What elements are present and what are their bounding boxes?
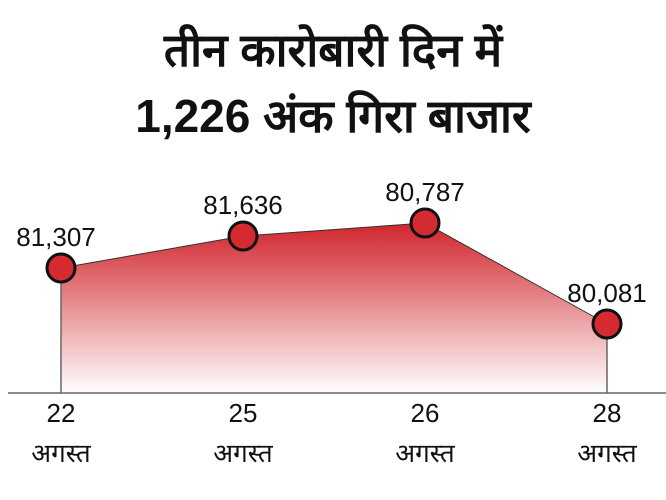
- chart-title-line-2: 1,226 अंक गिरा बाजार: [135, 90, 531, 142]
- x-tick-label-day: 22: [46, 398, 76, 428]
- x-tick-label-month: अगस्त: [213, 438, 273, 468]
- x-tick-label-month: अगस्त: [31, 438, 91, 468]
- data-point: [591, 308, 623, 340]
- x-tick-label-month: अगस्त: [577, 438, 637, 468]
- data-label: 80,081: [567, 278, 647, 308]
- data-label: 81,636: [203, 190, 283, 220]
- x-tick-label-day: 25: [228, 398, 258, 428]
- data-point: [409, 207, 441, 239]
- data-point: [227, 220, 259, 252]
- data-label: 81,307: [16, 222, 96, 252]
- x-tick-label-month: अगस्त: [395, 438, 455, 468]
- x-tick-label-day: 28: [592, 398, 622, 428]
- x-tick-label-day: 26: [410, 398, 440, 428]
- data-point: [45, 252, 77, 284]
- series-line: [60, 222, 608, 325]
- data-label: 80,787: [385, 177, 465, 207]
- area-fill: [61, 223, 607, 393]
- chart-title-line-1: तीन कारोबारी दिन में: [163, 24, 503, 76]
